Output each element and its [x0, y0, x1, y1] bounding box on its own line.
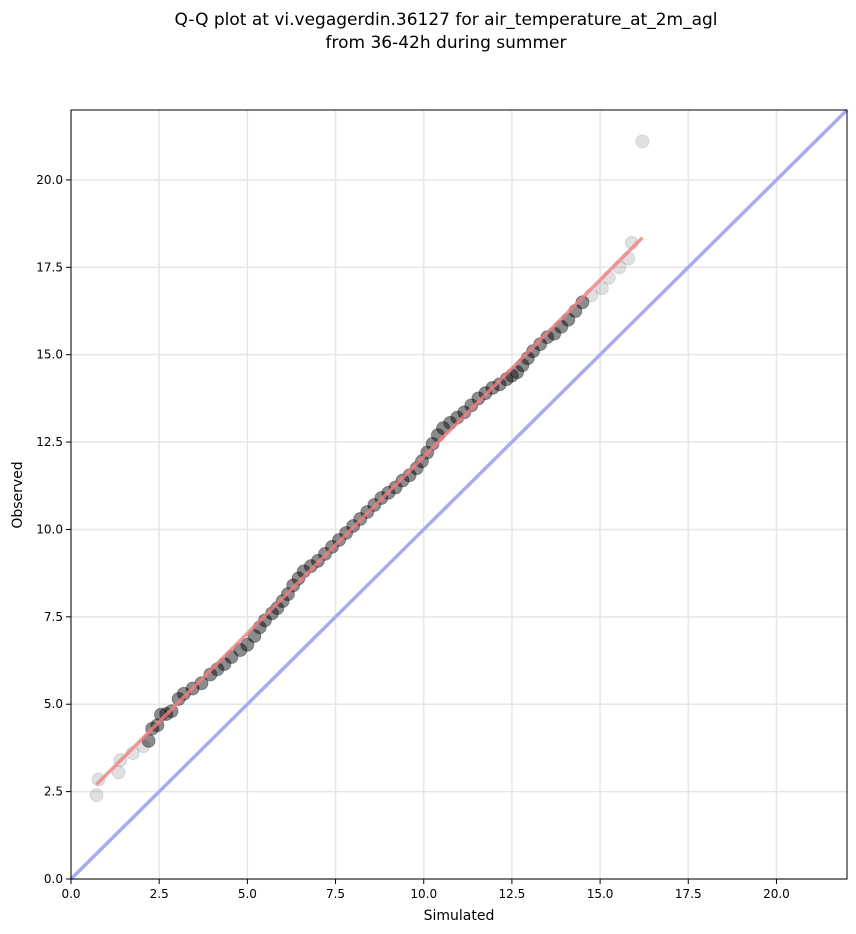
fit-line	[95, 236, 644, 786]
quantile-point	[91, 772, 106, 787]
quantile-point	[176, 686, 191, 701]
quantile-point	[240, 637, 255, 652]
y-tick-label: 17.5	[36, 260, 63, 274]
quantile-point	[492, 377, 507, 392]
quantile-point	[303, 559, 318, 574]
quantile-point	[275, 594, 290, 609]
y-tick-label: 20.0	[36, 173, 63, 187]
quantile-point	[464, 398, 479, 413]
x-tick-label: 20.0	[763, 887, 790, 901]
y-axis-ticks: 0.0 2.5 5.0 7.5 10.0 12.5 15.0 17.5 20.0	[36, 173, 71, 886]
quantile-point	[247, 629, 262, 644]
x-tick-label: 0.0	[61, 887, 80, 901]
y-tick-label: 5.0	[44, 697, 63, 711]
x-tick-label: 2.5	[150, 887, 169, 901]
reference-line	[69, 108, 849, 881]
y-tick-label: 15.0	[36, 348, 63, 362]
quantile-point	[171, 691, 186, 706]
x-tick-label: 10.0	[410, 887, 437, 901]
x-tick-label: 15.0	[587, 887, 614, 901]
quantile-point	[233, 643, 248, 658]
quantile-point	[635, 134, 650, 149]
x-axis-ticks: 0.0 2.5 5.0 7.5 10.0 12.5 15.0 17.5 20.0	[61, 879, 790, 901]
y-tick-label: 0.0	[44, 872, 63, 886]
quantile-point	[457, 405, 472, 420]
plot-area-frame	[70, 109, 848, 880]
y-axis-label: Observed	[10, 461, 26, 528]
quantile-point	[388, 480, 403, 495]
grid-lines	[70, 110, 847, 880]
quantile-point	[594, 281, 609, 296]
quantile-point	[436, 421, 451, 436]
x-tick-label: 17.5	[675, 887, 702, 901]
chart-title-line1: Q-Q plot at vi.vegagerdin.36127 for air_…	[174, 10, 717, 30]
quantile-point	[414, 454, 429, 469]
quantile-point	[194, 676, 209, 691]
y-tick-label: 2.5	[44, 785, 63, 799]
y-tick-label: 12.5	[36, 435, 63, 449]
reference-line-group	[69, 108, 849, 881]
quantile-point	[395, 473, 410, 488]
x-tick-label: 5.0	[238, 887, 257, 901]
y-tick-label: 7.5	[44, 610, 63, 624]
y-tick-label: 10.0	[36, 522, 63, 536]
x-tick-label: 7.5	[326, 887, 345, 901]
quantile-point	[291, 571, 306, 586]
x-tick-label: 12.5	[499, 887, 526, 901]
quantile-point	[510, 365, 525, 380]
chart-title-line2: from 36-42h during summer	[326, 33, 567, 53]
fit-line-group	[95, 236, 644, 786]
quantile-point	[89, 788, 104, 803]
quantile-points	[89, 134, 650, 803]
quantile-point	[471, 391, 486, 406]
x-axis-label: Simulated	[424, 908, 495, 924]
quantile-point	[111, 765, 126, 780]
